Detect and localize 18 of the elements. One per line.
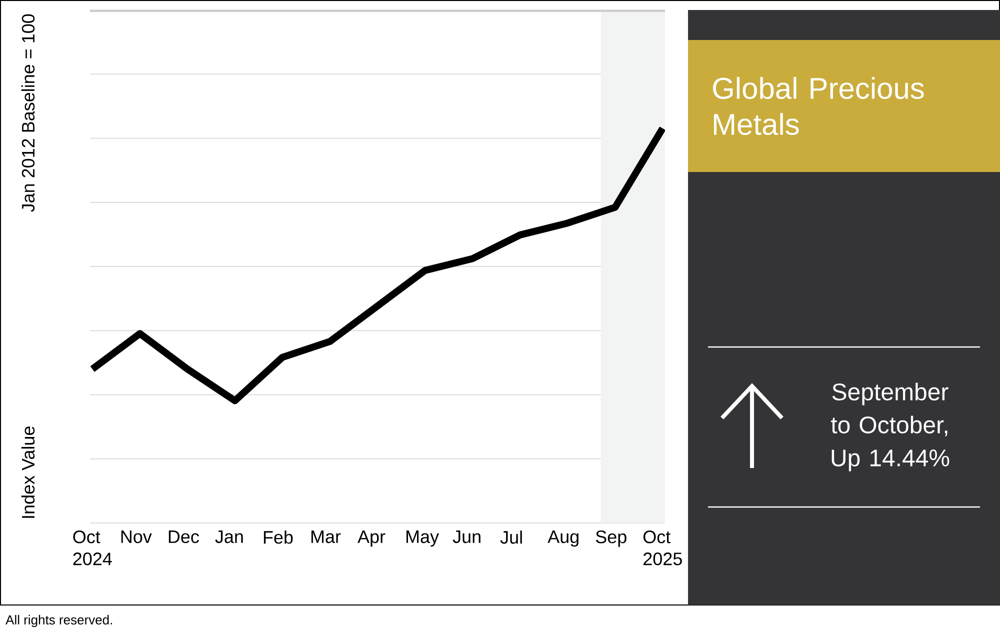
- x-tick-label: Oct 2024: [73, 530, 112, 566]
- x-tick-label: Mar: [311, 530, 341, 544]
- text: All rights reserved.: [6, 614, 112, 628]
- x-tick-label: Jul: [500, 530, 522, 544]
- x-tick-label: Nov: [121, 530, 152, 544]
- x-tick-label: Aug: [548, 530, 578, 547]
- text: September to October, Up 14.44%: [831, 382, 950, 472]
- x-tick-label: Dec: [168, 530, 199, 544]
- y-axis-title: Index Value: [21, 426, 35, 518]
- x-tick-label: May: [406, 530, 439, 547]
- text: Jan 2012 Baseline = 100: [21, 14, 35, 212]
- text: Global Precious Metals: [713, 76, 924, 136]
- x-tick-label: Oct 2025: [643, 530, 682, 566]
- x-tick-label: Sep: [596, 530, 626, 547]
- x-tick-label: Jan: [215, 530, 243, 544]
- x-tick-label: Feb: [264, 530, 293, 544]
- x-tick-label: Jun: [452, 530, 480, 544]
- x-tick-label: Apr: [358, 530, 386, 547]
